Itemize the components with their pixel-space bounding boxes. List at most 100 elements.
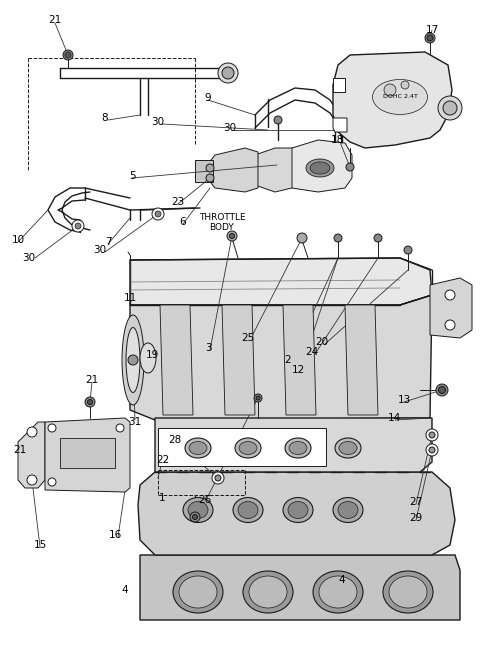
Circle shape xyxy=(65,52,71,58)
Circle shape xyxy=(229,233,235,239)
Circle shape xyxy=(218,63,238,83)
Polygon shape xyxy=(222,305,255,415)
Circle shape xyxy=(155,211,161,217)
Circle shape xyxy=(426,429,438,441)
Ellipse shape xyxy=(140,343,156,373)
Polygon shape xyxy=(138,472,455,555)
Ellipse shape xyxy=(335,438,361,458)
Circle shape xyxy=(401,81,409,89)
Polygon shape xyxy=(333,52,452,148)
Circle shape xyxy=(27,475,37,485)
Circle shape xyxy=(256,396,260,400)
Text: 20: 20 xyxy=(315,337,329,347)
Text: 23: 23 xyxy=(171,197,185,207)
Polygon shape xyxy=(345,305,378,415)
Circle shape xyxy=(427,35,433,41)
Circle shape xyxy=(274,116,282,124)
Text: 5: 5 xyxy=(129,171,135,181)
Circle shape xyxy=(346,163,354,171)
Polygon shape xyxy=(140,555,460,620)
Text: 16: 16 xyxy=(108,530,121,540)
Polygon shape xyxy=(130,258,432,305)
Circle shape xyxy=(438,96,462,120)
Ellipse shape xyxy=(372,80,428,115)
Text: 12: 12 xyxy=(291,365,305,375)
Ellipse shape xyxy=(338,501,358,518)
Bar xyxy=(195,160,213,182)
Ellipse shape xyxy=(183,497,213,522)
Circle shape xyxy=(190,512,200,522)
Ellipse shape xyxy=(283,497,313,522)
Ellipse shape xyxy=(288,501,308,518)
Text: 1: 1 xyxy=(159,493,165,503)
Ellipse shape xyxy=(249,576,287,608)
Text: 26: 26 xyxy=(198,495,212,505)
Text: 8: 8 xyxy=(102,113,108,123)
Circle shape xyxy=(334,234,342,242)
Text: 6: 6 xyxy=(180,217,186,227)
Text: 13: 13 xyxy=(397,395,410,405)
Text: 29: 29 xyxy=(409,513,422,523)
Ellipse shape xyxy=(179,576,217,608)
Circle shape xyxy=(116,424,124,432)
Circle shape xyxy=(445,320,455,330)
Text: 21: 21 xyxy=(13,445,26,455)
Polygon shape xyxy=(155,418,432,472)
Circle shape xyxy=(384,84,396,96)
Bar xyxy=(158,428,326,466)
Text: 2: 2 xyxy=(285,355,291,365)
Circle shape xyxy=(374,234,382,242)
Polygon shape xyxy=(207,148,258,192)
Circle shape xyxy=(436,384,448,396)
Text: 30: 30 xyxy=(151,117,165,127)
Circle shape xyxy=(443,101,457,115)
Text: 30: 30 xyxy=(94,245,107,255)
Text: 9: 9 xyxy=(204,93,211,103)
Text: 30: 30 xyxy=(223,123,237,133)
Ellipse shape xyxy=(243,571,293,613)
Polygon shape xyxy=(45,418,130,492)
Text: 10: 10 xyxy=(12,235,24,245)
Polygon shape xyxy=(333,78,345,92)
Ellipse shape xyxy=(313,571,363,613)
Ellipse shape xyxy=(238,501,258,518)
Text: 18: 18 xyxy=(330,135,344,145)
Circle shape xyxy=(227,231,237,241)
Circle shape xyxy=(212,472,224,484)
Circle shape xyxy=(152,208,164,220)
Circle shape xyxy=(429,432,435,438)
Circle shape xyxy=(48,424,56,432)
Ellipse shape xyxy=(126,327,140,393)
Ellipse shape xyxy=(239,441,257,454)
Circle shape xyxy=(297,233,307,243)
Polygon shape xyxy=(255,148,292,192)
Ellipse shape xyxy=(339,441,357,454)
Circle shape xyxy=(445,290,455,300)
Bar xyxy=(60,438,115,468)
Ellipse shape xyxy=(235,438,261,458)
Circle shape xyxy=(48,478,56,486)
Polygon shape xyxy=(130,295,432,420)
Text: 28: 28 xyxy=(168,435,181,445)
Ellipse shape xyxy=(383,571,433,613)
Ellipse shape xyxy=(188,501,208,518)
Text: 14: 14 xyxy=(387,413,401,423)
Circle shape xyxy=(425,33,435,43)
Polygon shape xyxy=(283,305,316,415)
Polygon shape xyxy=(160,305,193,415)
Circle shape xyxy=(426,444,438,456)
Ellipse shape xyxy=(233,497,263,522)
Text: 4: 4 xyxy=(339,575,345,585)
Circle shape xyxy=(206,174,214,182)
Circle shape xyxy=(87,400,93,404)
Ellipse shape xyxy=(319,576,357,608)
Ellipse shape xyxy=(185,438,211,458)
Circle shape xyxy=(128,355,138,365)
Circle shape xyxy=(215,475,221,481)
Text: 15: 15 xyxy=(34,540,47,550)
Circle shape xyxy=(63,50,73,60)
Circle shape xyxy=(254,394,262,402)
Ellipse shape xyxy=(289,441,307,454)
Ellipse shape xyxy=(173,571,223,613)
Circle shape xyxy=(72,220,84,232)
